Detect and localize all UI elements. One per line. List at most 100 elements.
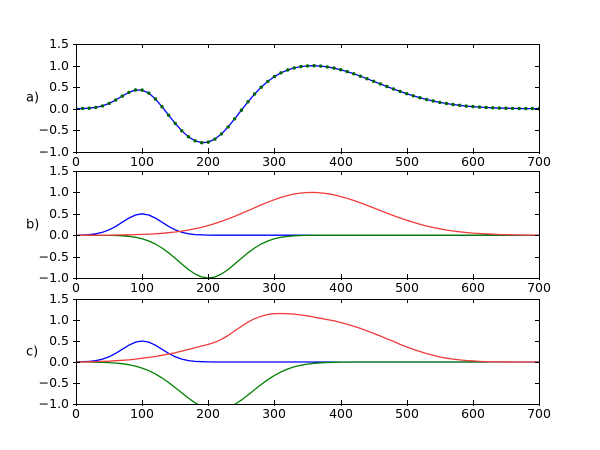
axes-frame	[76, 171, 540, 279]
x-tick-label: 500	[395, 406, 419, 421]
y-tick-label: 0.5	[49, 206, 69, 221]
y-tick-label: 0.5	[49, 333, 69, 348]
data-point-marker	[153, 97, 158, 101]
data-point-marker	[371, 79, 376, 84]
axes-frame	[76, 44, 540, 153]
data-point-marker	[332, 66, 336, 70]
data-point-marker	[120, 94, 125, 98]
data-point-marker	[279, 71, 283, 75]
data-point-marker	[272, 74, 277, 79]
data-point-marker	[114, 98, 118, 102]
panel-label-a: a)	[26, 90, 40, 106]
data-point-marker	[173, 121, 177, 126]
data-point-marker	[226, 125, 230, 129]
y-tick-label: 0.0	[49, 354, 69, 369]
data-point-marker	[127, 90, 131, 95]
x-tick-label: 100	[130, 154, 154, 169]
x-tick-label: 300	[262, 154, 286, 169]
data-point-marker	[497, 106, 501, 110]
y-tick-label: −1.0	[39, 396, 69, 411]
series-component-green	[76, 234, 539, 278]
x-tick-label: 0	[72, 406, 80, 421]
data-point-marker	[530, 106, 535, 111]
data-point-marker	[259, 85, 263, 89]
y-tick-label: 1.5	[49, 36, 69, 51]
y-tick-label: 1.5	[49, 163, 69, 178]
x-tick-label: 700	[527, 280, 551, 295]
data-point-marker	[358, 74, 363, 78]
data-point-marker	[133, 88, 138, 92]
x-tick-label: 400	[329, 406, 353, 421]
data-point-marker	[504, 106, 508, 110]
data-point-marker	[385, 84, 389, 89]
x-tick-label: 500	[395, 154, 419, 169]
x-tick-label: 700	[527, 154, 551, 169]
y-tick-label: −1.0	[39, 144, 69, 159]
y-tick-label: −1.0	[39, 270, 69, 285]
y-tick-label: 1.0	[49, 184, 69, 199]
data-point-marker	[365, 77, 369, 81]
x-tick-label: 600	[461, 406, 485, 421]
x-tick-label: 600	[461, 154, 485, 169]
data-point-marker	[378, 82, 382, 86]
y-tick-label: −0.5	[39, 122, 69, 137]
data-point-marker	[266, 79, 270, 84]
series-signal-sum	[76, 65, 539, 144]
y-tick-label: 0.0	[49, 101, 69, 116]
data-point-marker	[451, 102, 455, 107]
data-point-marker	[299, 64, 303, 69]
data-point-marker	[471, 104, 475, 109]
data-point-marker	[338, 68, 343, 72]
data-point-marker	[457, 103, 462, 108]
data-point-marker	[200, 141, 204, 145]
data-point-marker	[517, 106, 521, 111]
data-point-marker	[418, 96, 422, 100]
panel-label-c: c)	[26, 344, 39, 360]
data-point-marker	[312, 63, 316, 68]
subplot-b: 0 100 200 300 400 500 600 700 1.5 1.0 0.5 0.0 −0.5 −1…	[39, 163, 551, 295]
series-component-red	[76, 191, 539, 236]
data-point-marker	[431, 99, 435, 103]
data-point-marker	[491, 106, 495, 110]
x-tick-label: 200	[196, 154, 220, 169]
data-point-marker	[405, 92, 409, 96]
data-point-marker	[424, 97, 429, 102]
data-point-marker	[80, 106, 85, 111]
data-point-marker	[325, 65, 329, 69]
data-point-marker	[160, 105, 164, 109]
x-tick-label: 300	[262, 406, 286, 421]
y-tick-label: 1.0	[49, 58, 69, 73]
x-tick-label: 600	[461, 280, 485, 295]
series-component-red	[76, 312, 539, 363]
x-tick-label: 700	[527, 406, 551, 421]
x-tick-label: 100	[130, 406, 154, 421]
data-point-marker	[391, 87, 396, 91]
data-point-marker	[411, 94, 415, 98]
data-point-marker	[510, 106, 515, 111]
data-point-marker	[319, 64, 323, 68]
data-point-marker	[286, 68, 290, 72]
data-point-marker	[166, 113, 171, 117]
data-point-marker	[186, 135, 191, 139]
panel-label-b: b)	[26, 217, 40, 233]
series-component-blue	[76, 340, 539, 363]
data-point-marker	[484, 105, 488, 110]
subplot-a: 0 100 200 300 400 500 600 700 1.5 1.0 0.5 0.0 −0.5 −1…	[39, 36, 551, 169]
data-point-marker	[140, 88, 144, 92]
data-point-marker	[477, 105, 482, 109]
data-point-marker	[206, 140, 210, 144]
data-point-marker	[524, 106, 528, 111]
data-point-marker	[252, 92, 257, 96]
data-point-marker	[345, 69, 349, 74]
data-point-marker	[444, 101, 449, 106]
x-tick-label: 0	[72, 280, 80, 295]
x-tick-label: 300	[262, 280, 286, 295]
x-tick-label: 400	[329, 280, 353, 295]
x-tick-label: 0	[72, 154, 80, 169]
x-tick-label: 500	[395, 280, 419, 295]
series-component-green	[76, 361, 539, 404]
axes-frame	[76, 299, 540, 405]
data-point-marker	[246, 100, 250, 104]
